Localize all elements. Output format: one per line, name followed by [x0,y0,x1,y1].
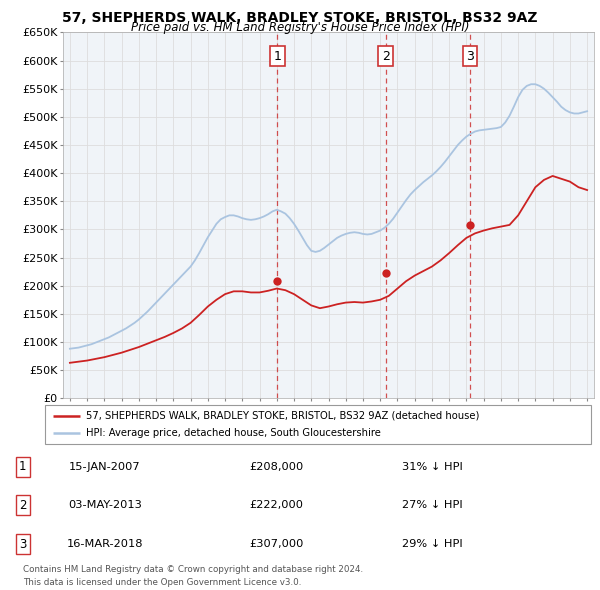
Text: £208,000: £208,000 [249,461,303,471]
Text: 2: 2 [382,50,390,63]
Text: 16-MAR-2018: 16-MAR-2018 [67,539,143,549]
Text: 15-JAN-2007: 15-JAN-2007 [69,461,141,471]
Text: 3: 3 [19,537,26,550]
Text: 3: 3 [466,50,474,63]
Text: £222,000: £222,000 [249,500,303,510]
Text: 29% ↓ HPI: 29% ↓ HPI [401,539,463,549]
Text: £307,000: £307,000 [249,539,303,549]
Text: This data is licensed under the Open Government Licence v3.0.: This data is licensed under the Open Gov… [23,578,301,587]
Text: HPI: Average price, detached house, South Gloucestershire: HPI: Average price, detached house, Sout… [86,428,381,438]
Text: 57, SHEPHERDS WALK, BRADLEY STOKE, BRISTOL, BS32 9AZ (detached house): 57, SHEPHERDS WALK, BRADLEY STOKE, BRIST… [86,411,479,421]
Text: 57, SHEPHERDS WALK, BRADLEY STOKE, BRISTOL, BS32 9AZ: 57, SHEPHERDS WALK, BRADLEY STOKE, BRIST… [62,11,538,25]
Text: Contains HM Land Registry data © Crown copyright and database right 2024.: Contains HM Land Registry data © Crown c… [23,565,363,574]
Text: 1: 1 [274,50,281,63]
Text: 27% ↓ HPI: 27% ↓ HPI [401,500,463,510]
Text: 03-MAY-2013: 03-MAY-2013 [68,500,142,510]
Text: Price paid vs. HM Land Registry's House Price Index (HPI): Price paid vs. HM Land Registry's House … [131,21,469,34]
Text: 31% ↓ HPI: 31% ↓ HPI [401,461,463,471]
FancyBboxPatch shape [45,405,591,444]
Text: 1: 1 [19,460,26,473]
Text: 2: 2 [19,499,26,512]
